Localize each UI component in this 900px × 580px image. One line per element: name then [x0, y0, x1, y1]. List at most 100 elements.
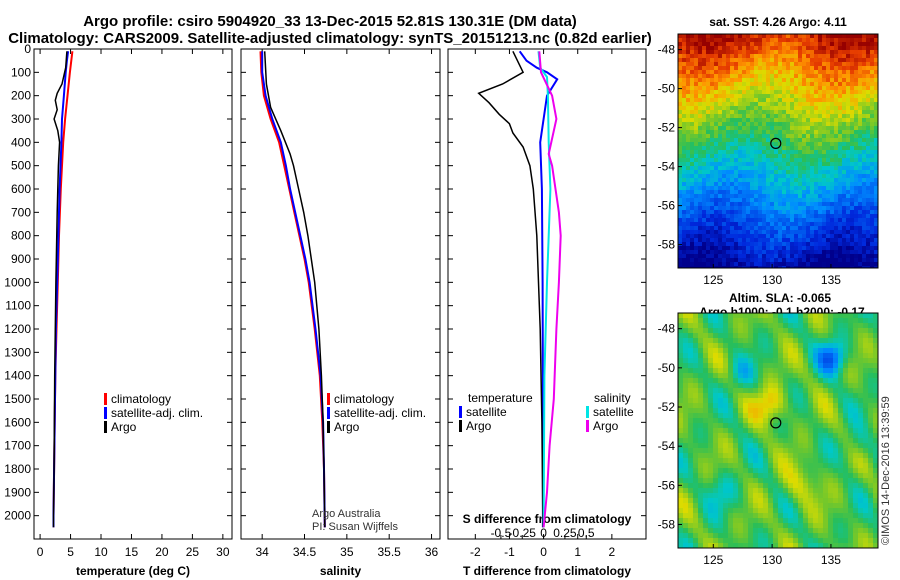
sst-map-cell: [738, 158, 743, 163]
sst-map-cell: [818, 130, 823, 135]
sst-map-cell: [710, 118, 715, 123]
sst-map-cell: [706, 226, 711, 231]
sst-map-cell: [802, 222, 807, 227]
sla-map-cell: [853, 348, 859, 354]
sst-map-cell: [718, 234, 723, 239]
sst-map-cell: [722, 170, 727, 175]
sst-map-cell: [690, 198, 695, 203]
sla-map-cell: [833, 438, 839, 444]
sla-map-cell: [698, 483, 704, 489]
sst-map-cell: [790, 266, 795, 269]
sst-map-cell: [866, 34, 871, 39]
sst-map-cell: [806, 254, 811, 259]
sst-map-cell: [810, 186, 815, 191]
sla-map-cell: [693, 428, 699, 434]
sst-map-cell: [710, 102, 715, 107]
sst-map-cell: [814, 134, 819, 139]
sst-map-cell: [802, 90, 807, 95]
sst-map-cell: [762, 242, 767, 247]
sst-map-cell: [826, 242, 831, 247]
sst-map-cell: [706, 146, 711, 151]
sla-map-cell: [678, 458, 684, 464]
sla-map-cell: [793, 348, 799, 354]
sst-map-cell: [862, 58, 867, 63]
sla-map-cell: [773, 508, 779, 514]
sst-map-cell: [790, 150, 795, 155]
sla-map-cell: [868, 458, 874, 464]
sla-map-cell: [693, 323, 699, 329]
sst-map-cell: [866, 42, 871, 47]
sst-map-cell: [794, 86, 799, 91]
sla-map-cell: [783, 478, 789, 484]
sst-map-cell: [834, 238, 839, 243]
sst-map-cell: [846, 258, 851, 263]
sla-map-cell: [713, 398, 719, 404]
sst-map-cell: [814, 198, 819, 203]
sst-map-cell: [846, 74, 851, 79]
sst-map-cell: [682, 82, 687, 87]
sst-map-cell: [766, 90, 771, 95]
sst-map-cell: [686, 238, 691, 243]
sst-map-cell: [758, 202, 763, 207]
sla-map-cell: [773, 323, 779, 329]
sst-map-cell: [714, 166, 719, 171]
sla-map-cell: [758, 463, 764, 469]
sst-map-cell: [710, 42, 715, 47]
sla-map-cell: [813, 313, 819, 319]
sst-map-cell: [846, 158, 851, 163]
sst-map-cell: [758, 262, 763, 267]
sst-map-cell: [870, 170, 875, 175]
sst-map-cell: [814, 54, 819, 59]
sla-map-cell: [873, 418, 879, 424]
sla-map-cell: [828, 453, 834, 459]
sla-map-cell: [688, 368, 694, 374]
sst-map-cell: [802, 50, 807, 55]
sst-map-cell: [762, 198, 767, 203]
sst-map-cell: [794, 78, 799, 83]
sst-map-cell: [846, 246, 851, 251]
sst-map-cell: [682, 50, 687, 55]
sla-map-cell: [678, 348, 684, 354]
sst-map-cell: [710, 182, 715, 187]
sla-map-cell: [748, 333, 754, 339]
sst-map-cell: [870, 130, 875, 135]
sst-map-cell: [854, 218, 859, 223]
sst-map-cell: [858, 50, 863, 55]
sst-map-cell: [782, 38, 787, 43]
sst-map-cell: [754, 50, 759, 55]
sst-map-cell: [738, 106, 743, 111]
sst-map-cell: [758, 218, 763, 223]
sst-map-cell: [738, 66, 743, 71]
sla-map-cell: [773, 378, 779, 384]
sla-map-cell: [718, 348, 724, 354]
sla-map-cell: [818, 418, 824, 424]
sst-map-cell: [746, 182, 751, 187]
sst-map-cell: [766, 222, 771, 227]
sst-map-cell: [798, 122, 803, 127]
sst-map-cell: [682, 150, 687, 155]
sst-map-cell: [782, 58, 787, 63]
sst-map-cell: [702, 250, 707, 255]
sst-map-cell: [706, 114, 711, 119]
sla-map-cell: [713, 393, 719, 399]
sst-map-cell: [686, 142, 691, 147]
sst-map-cell: [870, 178, 875, 183]
sst-map-cell: [854, 78, 859, 83]
sst-map-cell: [854, 54, 859, 59]
sst-map-cell: [802, 46, 807, 51]
sst-map-cell: [790, 198, 795, 203]
sla-map-cell: [868, 418, 874, 424]
sst-map-cell: [690, 74, 695, 79]
sla-map-cell: [858, 353, 864, 359]
sst-map-cell: [746, 58, 751, 63]
sst-map-cell: [762, 178, 767, 183]
sla-map-cell: [788, 418, 794, 424]
sst-map-cell: [874, 90, 879, 95]
y-tick-label: 700: [11, 205, 31, 219]
sst-map-cell: [702, 126, 707, 131]
sla-map-cell: [803, 423, 809, 429]
sst-map-cell: [794, 206, 799, 211]
sst-map-cell: [698, 254, 703, 259]
sla-map-cell: [733, 493, 739, 499]
sla-map-cell: [778, 528, 784, 534]
